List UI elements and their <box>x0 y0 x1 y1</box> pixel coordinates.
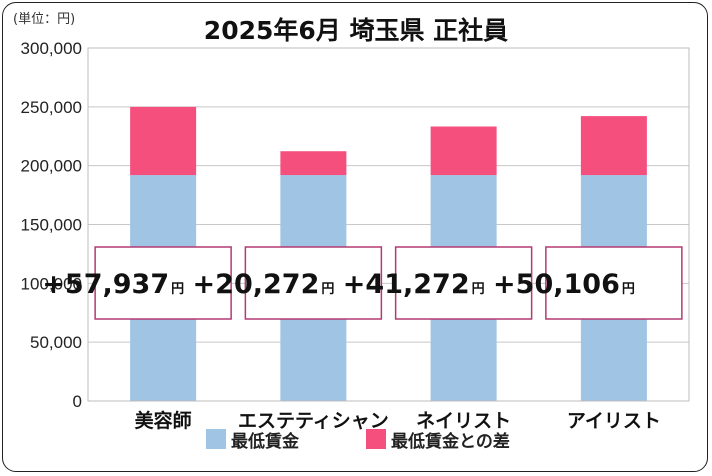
difference-label: +41,272 円 <box>343 246 533 320</box>
difference-value: +50,106 <box>493 269 620 300</box>
y-axis-ticks: 0 50,000 100,000 150,000 200,000 250,000 300,0… <box>21 39 82 411</box>
bars <box>130 106 647 401</box>
y-tick-label: 100,000 <box>21 274 82 293</box>
difference-unit: 円 <box>321 282 334 297</box>
category-labels: 美容師 エステティシャン ネイリスト アイリスト <box>135 409 661 432</box>
y-tick-label: 150,000 <box>21 216 82 235</box>
difference-label-box <box>244 246 383 320</box>
legend: 最低賃金 最低賃金との差 <box>206 429 510 452</box>
y-tick-label: 50,000 <box>30 333 82 352</box>
difference-label-box <box>394 246 533 320</box>
category-label: エステティシャン <box>238 410 389 432</box>
legend-swatch <box>366 429 386 449</box>
category-label: ネイリスト <box>416 410 511 432</box>
y-tick-label: 0 <box>73 392 82 411</box>
difference-label: +20,272 円 <box>193 246 383 320</box>
legend-swatch <box>206 429 226 449</box>
bar-difference <box>130 106 197 176</box>
difference-unit: 円 <box>171 282 184 297</box>
y-tick-label: 250,000 <box>21 98 82 117</box>
plot-area-border <box>87 47 690 402</box>
difference-labels: +57,937 円 +20,272 円 +41,272 円 +50,106 円 <box>42 246 683 320</box>
legend-label: 最低賃金との差 <box>391 431 510 452</box>
difference-unit: 円 <box>472 282 485 297</box>
bar-difference <box>580 116 647 176</box>
category-label: 美容師 <box>135 409 192 432</box>
category-label: アイリスト <box>567 410 661 432</box>
legend-label: 最低賃金 <box>231 431 300 452</box>
difference-label-box <box>94 246 232 320</box>
legend-item: 最低賃金 <box>206 429 300 452</box>
difference-value: +57,937 <box>42 269 169 300</box>
difference-value: +41,272 <box>343 269 470 300</box>
bar-difference <box>280 151 347 176</box>
difference-unit: 円 <box>622 282 635 297</box>
y-tick-label: 200,000 <box>21 157 82 176</box>
chart-title: 2025年6月 埼玉県 正社員 <box>204 16 508 45</box>
difference-label: +57,937 円 <box>42 246 232 320</box>
y-tick-label: 300,000 <box>21 39 82 58</box>
chart-frame: 2025年6月 埼玉県 正社員 (単位：円) 0 50,000 100,000 150… <box>2 2 708 472</box>
legend-item: 最低賃金との差 <box>366 429 510 452</box>
unit-label: (単位：円) <box>13 11 75 27</box>
difference-label-box <box>545 246 683 320</box>
chart-svg: 2025年6月 埼玉県 正社員 (単位：円) 0 50,000 100,000 150… <box>13 11 690 452</box>
bar-difference <box>430 126 497 176</box>
difference-label: +50,106 円 <box>493 246 683 320</box>
difference-value: +20,272 <box>193 269 320 300</box>
